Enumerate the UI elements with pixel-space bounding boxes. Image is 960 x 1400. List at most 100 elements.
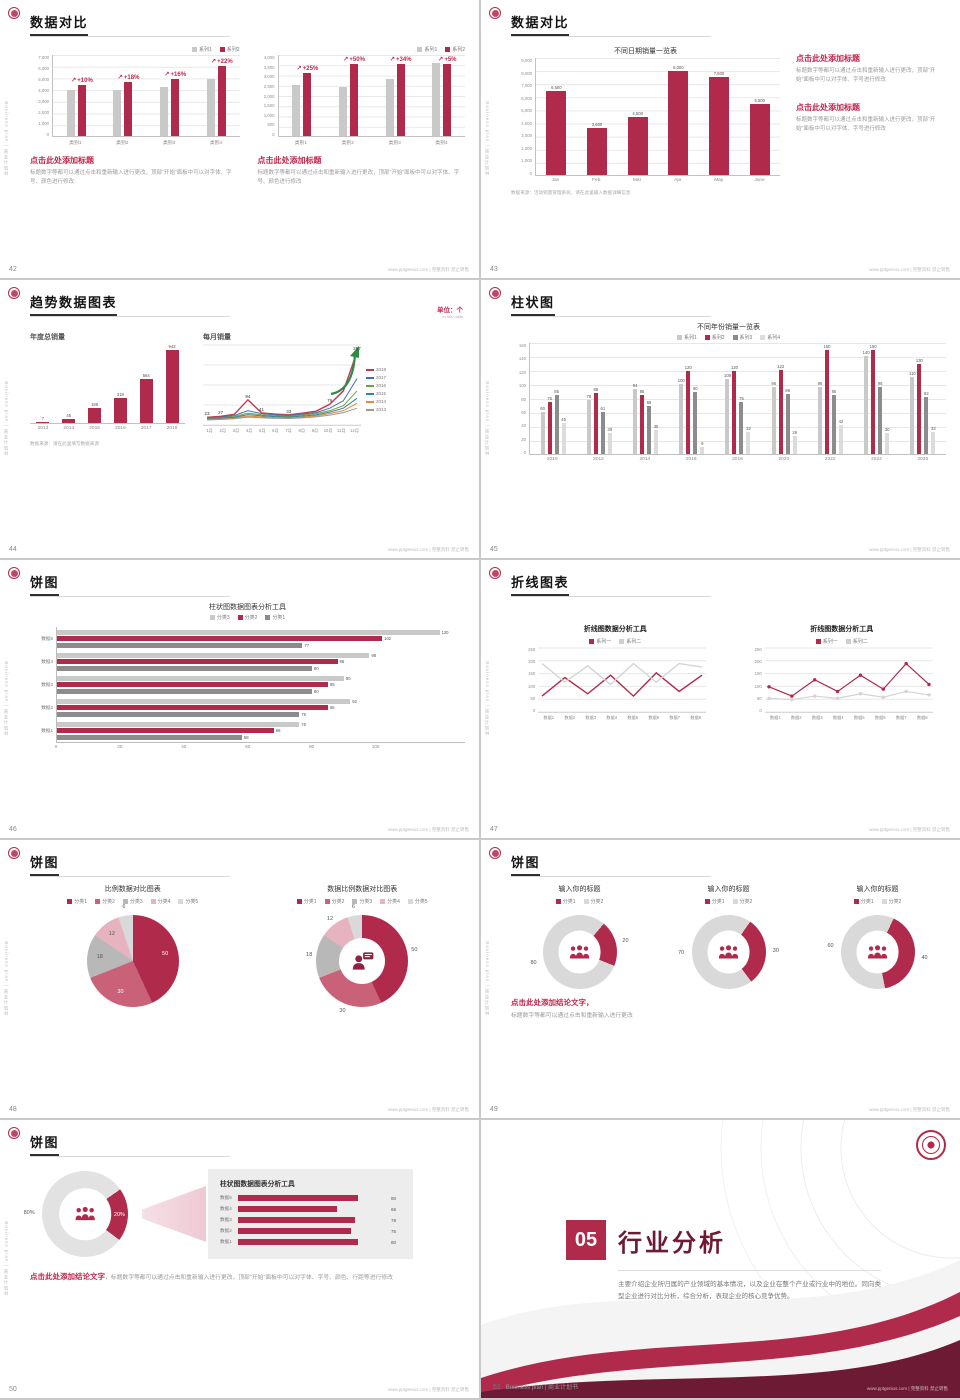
donut-label: 18	[306, 952, 313, 959]
sidebar-vertical-text: Business plan | 商业计划书	[485, 941, 490, 1017]
xlab: 数据4	[832, 715, 844, 720]
pval: 66	[391, 1206, 397, 1212]
donut-label: 30	[772, 948, 779, 955]
barlabel: 96	[817, 381, 823, 387]
hbarline: 92	[57, 698, 465, 704]
vbar-body: 160 140 120 100 80 60 40 20 0 60 75 85 45 78 88 61 30 94 8…	[511, 343, 946, 455]
page-number: 45	[490, 546, 498, 553]
g	[867, 945, 888, 959]
hbarbar	[57, 675, 344, 681]
chart-title: 输入你的标题	[558, 886, 601, 893]
legend-item: 2018	[366, 367, 386, 372]
barlabel: 3,600	[591, 122, 603, 128]
svgwrap: 23 27 94 41 33 76 287	[203, 344, 361, 426]
path	[330, 353, 357, 396]
barlabel: 318	[116, 391, 124, 397]
chart-column: 不同日期销量一览表 9,000 8,000 7,000 6,000 5,000 4,000…	[511, 41, 780, 196]
span: 分类1	[303, 899, 317, 905]
hbarline: 120	[57, 629, 465, 635]
slide-47[interactable]: 折线图表 折线图数据分析工具 系列一 系列二 250 200 150 100 50 0 数据1…	[481, 560, 960, 838]
slide-49[interactable]: 饼图 输入你的标题 分类1 分类2 20 80 输入你的标题 分类1 分类2 30 70…	[481, 840, 960, 1118]
slide-43[interactable]: 数据对比 不同日期销量一览表 9,000 8,000 7,000 6,000 5,000…	[481, 0, 960, 278]
swatch	[881, 899, 887, 904]
hcat: 数据5	[41, 635, 53, 641]
barlabel: 8,000	[673, 64, 684, 70]
legend-item: 系列1	[191, 46, 212, 53]
xlab: 类别4	[209, 141, 223, 146]
barlabel: 90	[692, 385, 698, 391]
circle	[82, 1207, 88, 1213]
bargroup: ↗+22%	[193, 55, 240, 136]
chart-title: 折线图数据分析工具	[583, 626, 647, 633]
pct-arrow: ↗	[296, 64, 302, 72]
slide-42[interactable]: 数据对比 系列1 系列2 7,000 6,000 5,000 4,000 3,000 2,0…	[0, 0, 479, 278]
barwrap: 4,500	[627, 58, 648, 175]
anno: 23	[204, 411, 210, 417]
span: 系列2	[711, 335, 725, 341]
hbarbar	[57, 721, 300, 727]
path	[575, 952, 584, 959]
hbarline: 77	[57, 642, 465, 648]
xlab: 5月	[259, 428, 266, 433]
legend-item: 分类5	[178, 898, 198, 905]
svg	[75, 1207, 95, 1221]
slide-head: 柱状图	[511, 292, 712, 317]
span: 系列二	[626, 639, 642, 645]
barwrap	[432, 55, 441, 136]
bar	[878, 387, 883, 454]
path	[569, 953, 577, 959]
ytick: 120	[518, 369, 526, 375]
circle	[840, 1120, 960, 1259]
swatch	[732, 335, 738, 340]
pbar	[238, 1239, 358, 1245]
swatch	[704, 335, 710, 340]
g	[718, 945, 739, 959]
hval: 88	[339, 659, 345, 664]
block-body: 标题数字等都可以通过点击和重新输入进行更改，顶部“开始”面板中可以对字体、字号、…	[30, 170, 232, 186]
pval: 80	[391, 1195, 397, 1201]
slide-51-section-divider[interactable]: 05 行业分析 主要介绍企业所归属的产业领域的基本情况，以及企业在整个产业或行业…	[481, 1120, 960, 1398]
slide-44[interactable]: 趋势数据图表 单位：个 in 900 units 年度总销量 7 45 186 318…	[0, 280, 479, 558]
donut-label: 6	[351, 904, 355, 911]
sidebar-vertical-text: Business plan | 商业计划书	[4, 1221, 9, 1297]
slide-50[interactable]: 饼图 20% 80% 柱状图数据图表分析工具 数据5 80 数据4 66 数据3 78 数据2 7…	[0, 1120, 479, 1398]
xlab: 数据7	[895, 715, 907, 720]
hxtick: 40	[181, 744, 187, 749]
circle	[725, 945, 732, 951]
anno: 27	[218, 410, 224, 416]
ytick: 20	[521, 436, 526, 442]
path	[88, 1215, 95, 1221]
legend-item: 分类1	[555, 898, 576, 905]
barwrap: 96	[771, 343, 776, 454]
xspacer	[511, 455, 529, 462]
legend-item: 2017	[366, 375, 386, 380]
barlabel: 94	[632, 382, 638, 388]
xrow: Jan Feb Mar Apr May June	[511, 176, 780, 183]
line-chart-row: 23 27 94 41 33 76 287 1月 2月 3月 4月 5月 6月 7月 8月 9月 10月 11月 1…	[203, 344, 465, 434]
swatch	[704, 899, 710, 904]
slide-45[interactable]: 柱状图 不同年份销量一览表 系列1 系列2 系列3 系列4 160 140 120 100 8…	[481, 280, 960, 558]
circle	[76, 1208, 81, 1213]
swatch	[324, 899, 330, 904]
yaxis: 9,000 8,000 7,000 6,000 5,000 4,000 3,000 2,000…	[511, 58, 535, 176]
legend-item: 系列2	[445, 46, 465, 53]
hbarbar	[57, 698, 351, 704]
donut-holder: 40 60	[809, 915, 946, 989]
path	[481, 1340, 960, 1398]
slide-46[interactable]: 饼图 柱状图数据图表分析工具 分类3 分类2 分类1 数据5 120 102 77 数据4 9…	[0, 560, 479, 838]
bar	[385, 79, 394, 136]
page-title: 饼图	[30, 1132, 60, 1156]
legend-item: 系列1	[676, 334, 697, 341]
bargroup: 8,000	[658, 58, 699, 175]
bargroup: ↗+16%	[146, 55, 193, 136]
slide-48[interactable]: 饼图 比例数据对比图表 分类1 分类2 分类3 分类4 分类5 50 30 18 12 6 数据…	[0, 840, 479, 1118]
chart-block-a: 系列1 系列2 7,000 6,000 5,000 4,000 3,000 2,000 1,0…	[30, 44, 240, 146]
bar	[165, 350, 179, 423]
bar	[217, 66, 226, 136]
xlabels: 2010 2012 2014 2016 2018 2020 2022 2024 2026	[529, 455, 946, 462]
bar	[139, 378, 153, 423]
ptrack	[238, 1228, 388, 1234]
hbarline: 98	[57, 652, 465, 658]
bargroup: 140 150 96 30	[854, 343, 900, 454]
plotwrap: ↗+25% ↗+50% ↗+34% ↗+5%	[277, 55, 465, 137]
